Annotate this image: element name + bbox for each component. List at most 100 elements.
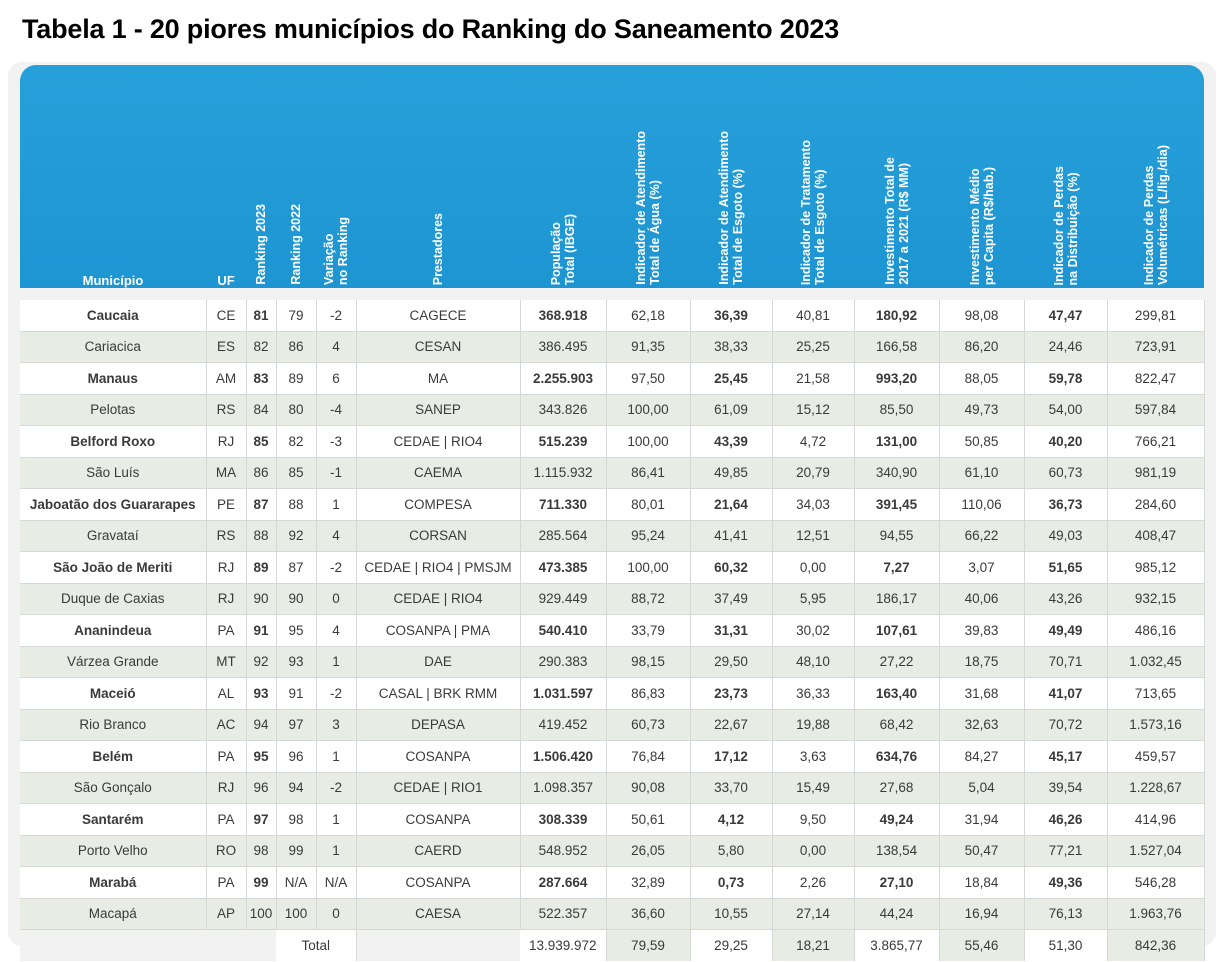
cell-uf: RJ [206,583,247,615]
total-perdas-distribuicao: 51,30 [1024,929,1108,961]
cell-populacao: 1.098.357 [520,772,607,804]
cell-perdas-volumetricas: 1.032,45 [1107,646,1205,678]
cell-ranking-2023: 93 [246,677,277,710]
cell-tratamento-esgoto: 0,00 [772,551,855,584]
cell-investimento-total: 138,54 [854,835,940,867]
cell-tratamento-esgoto: 19,88 [772,709,855,741]
cell-ranking-2022: 86 [276,331,317,363]
header-investimento-per-capita: Investimento Médio per Capita (R$/hab.) [967,166,996,285]
cell-atendimento-esgoto: 5,80 [690,835,773,867]
cell-municipio: São João de Meriti [20,551,207,584]
cell-variacao: 1 [316,646,357,678]
cell-ranking-2023: 81 [246,300,277,332]
cell-atendimento-agua: 100,00 [606,394,691,426]
cell-uf: PE [206,488,247,521]
table-header-band [20,65,1204,288]
cell-ranking-2023: 82 [246,331,277,363]
cell-prestadores: COSANPA | PMA [356,614,521,647]
cell-variacao: -3 [316,425,357,458]
table-row: Belém PA 95 96 1 COSANPA 1.506.420 76,84 17,12 3,… [20,740,1205,773]
cell-perdas-distribuicao: 59,78 [1024,362,1108,395]
table-row: Macapá AP 100 100 0 CAESA 522.357 36,60 10,55 27,… [20,898,1205,930]
cell-investimento-per-capita: 5,04 [939,772,1025,804]
cell-atendimento-agua: 95,24 [606,520,691,552]
cell-variacao: 3 [316,709,357,741]
cell-atendimento-agua: 62,18 [606,300,691,332]
cell-atendimento-esgoto: 17,12 [690,740,773,773]
cell-ranking-2023: 85 [246,425,277,458]
cell-investimento-per-capita: 66,22 [939,520,1025,552]
cell-ranking-2022: 100 [276,898,317,930]
cell-uf: CE [206,300,247,332]
cell-uf: RS [206,520,247,552]
cell-populacao: 522.357 [520,898,607,930]
cell-atendimento-esgoto: 31,31 [690,614,773,647]
cell-tratamento-esgoto: 3,63 [772,740,855,773]
cell-uf: RJ [206,425,247,458]
total-populacao: 13.939.972 [520,929,607,961]
total-blank-cell [356,929,520,961]
cell-investimento-per-capita: 18,75 [939,646,1025,678]
table-row: Jaboatão dos Guararapes PE 87 88 1 COMPESA 711… [20,488,1205,521]
cell-tratamento-esgoto: 0,00 [772,835,855,867]
cell-municipio: Duque de Caxias [20,583,207,615]
cell-municipio: Pelotas [20,394,207,426]
header-perdas-distribuicao: Indicador de Perdas na Distribuição (%) [1051,165,1080,285]
cell-municipio: Gravataí [20,520,207,552]
table-title: Tabela 1 - 20 piores municípios do Ranki… [22,14,840,44]
cell-ranking-2023: 88 [246,520,277,552]
cell-tratamento-esgoto: 20,79 [772,457,855,489]
cell-variacao: -2 [316,551,357,584]
cell-tratamento-esgoto: 12,51 [772,520,855,552]
cell-atendimento-esgoto: 21,64 [690,488,773,521]
cell-atendimento-agua: 32,89 [606,866,691,899]
cell-prestadores: COSANPA [356,740,521,773]
cell-investimento-total: 131,00 [854,425,940,458]
cell-atendimento-agua: 80,01 [606,488,691,521]
cell-variacao: 0 [316,898,357,930]
cell-ranking-2022: 88 [276,488,317,521]
cell-perdas-volumetricas: 414,96 [1107,803,1205,836]
header-populacao: População Total (IBGE) [549,213,577,285]
cell-ranking-2023: 89 [246,551,277,584]
total-investimento-per-capita: 55,46 [939,929,1025,961]
cell-municipio: São Gonçalo [20,772,207,804]
cell-atendimento-esgoto: 22,67 [690,709,773,741]
table-row: Duque de Caxias RJ 90 90 0 CEDAE | RIO4 929.44… [20,583,1205,615]
cell-variacao: N/A [316,866,357,899]
cell-perdas-distribuicao: 49,03 [1024,520,1108,552]
cell-perdas-volumetricas: 1.228,67 [1107,772,1205,804]
cell-variacao: 6 [316,362,357,395]
cell-populacao: 548.952 [520,835,607,867]
cell-municipio: Maceió [20,677,207,710]
cell-variacao: -2 [316,677,357,710]
cell-investimento-per-capita: 31,68 [939,677,1025,710]
cell-perdas-distribuicao: 51,65 [1024,551,1108,584]
cell-ranking-2022: 82 [276,425,317,458]
cell-prestadores: CEDAE | RIO4 [356,583,521,615]
cell-tratamento-esgoto: 15,12 [772,394,855,426]
cell-atendimento-esgoto: 41,41 [690,520,773,552]
cell-ranking-2022: 85 [276,457,317,489]
cell-investimento-per-capita: 86,20 [939,331,1025,363]
cell-uf: AC [206,709,247,741]
cell-variacao: 1 [316,488,357,521]
cell-tratamento-esgoto: 27,14 [772,898,855,930]
cell-populacao: 419.452 [520,709,607,741]
cell-populacao: 386.495 [520,331,607,363]
cell-ranking-2022: 99 [276,835,317,867]
cell-atendimento-agua: 97,50 [606,362,691,395]
cell-populacao: 1.115.932 [520,457,607,489]
cell-populacao: 1.506.420 [520,740,607,773]
cell-investimento-per-capita: 39,83 [939,614,1025,647]
table-row: Santarém PA 97 98 1 COSANPA 308.339 50,61 4,12 9,… [20,803,1205,836]
cell-investimento-total: 85,50 [854,394,940,426]
cell-uf: AP [206,898,247,930]
cell-prestadores: COSANPA [356,803,521,836]
total-label: Total [276,929,357,961]
cell-investimento-total: 340,90 [854,457,940,489]
header-row: Município UF Ranking 2023 Ranking 2022 V… [20,65,1204,300]
cell-investimento-per-capita: 40,06 [939,583,1025,615]
cell-populacao: 290.383 [520,646,607,678]
table-row: Várzea Grande MT 92 93 1 DAE 290.383 98,15 29,50… [20,646,1205,678]
